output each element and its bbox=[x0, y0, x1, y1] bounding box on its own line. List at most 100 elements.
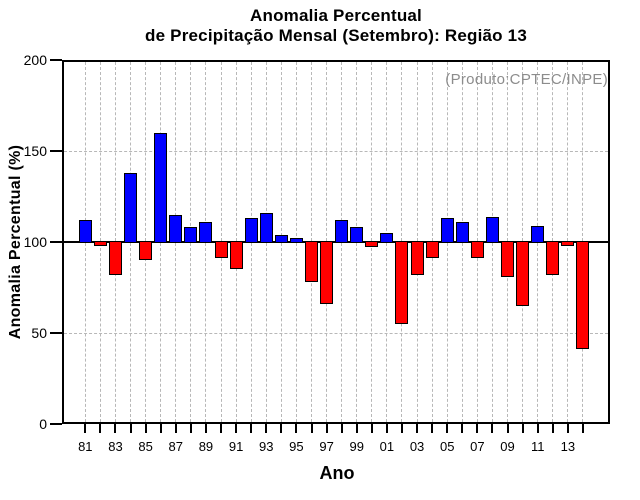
x-tick bbox=[385, 424, 388, 433]
x-tick bbox=[476, 424, 479, 433]
y-tick bbox=[50, 423, 62, 425]
x-tick bbox=[581, 424, 584, 433]
x-tick-label: 95 bbox=[289, 439, 304, 454]
x-tick bbox=[295, 424, 298, 433]
x-tick bbox=[129, 424, 132, 433]
bar-98 bbox=[335, 220, 349, 243]
x-tick bbox=[340, 424, 343, 433]
x-tick-label: 11 bbox=[530, 439, 545, 454]
x-tick-label: 07 bbox=[470, 439, 485, 454]
product-annotation: (Produto:CPTEC/INPE) bbox=[445, 71, 608, 88]
bar-90 bbox=[214, 241, 228, 259]
x-tick-label: 81 bbox=[78, 439, 93, 454]
y-tick-label: 150 bbox=[23, 143, 47, 159]
x-tick bbox=[506, 424, 509, 433]
bar-14 bbox=[576, 241, 590, 350]
bar-08 bbox=[485, 216, 499, 243]
x-tick bbox=[265, 424, 268, 433]
bar-11 bbox=[531, 225, 545, 243]
chart-title-line1: Anomalia Percentual bbox=[250, 6, 422, 25]
h-gridline bbox=[64, 150, 608, 152]
x-tick bbox=[250, 424, 253, 433]
x-tick bbox=[220, 424, 223, 433]
x-tick-label: 91 bbox=[228, 439, 244, 454]
bar-13 bbox=[561, 241, 575, 246]
bar-01 bbox=[380, 232, 394, 243]
bar-09 bbox=[501, 241, 515, 277]
x-tick bbox=[114, 424, 117, 433]
bar-81 bbox=[78, 220, 92, 243]
y-tick-label: 50 bbox=[31, 325, 47, 341]
bar-89 bbox=[199, 221, 213, 243]
bar-03 bbox=[410, 241, 424, 275]
bar-91 bbox=[229, 241, 243, 270]
x-tick-label: 93 bbox=[259, 439, 274, 454]
bar-12 bbox=[546, 241, 560, 275]
x-tick bbox=[189, 424, 192, 433]
x-tick-label: 97 bbox=[319, 439, 334, 454]
x-tick-label: 13 bbox=[560, 439, 576, 454]
y-tick bbox=[50, 241, 62, 243]
x-tick bbox=[235, 424, 238, 433]
y-tick-label: 200 bbox=[23, 52, 47, 68]
bar-94 bbox=[274, 234, 288, 243]
x-tick-label: 05 bbox=[439, 439, 455, 454]
x-tick bbox=[84, 424, 87, 433]
x-tick-label: 85 bbox=[138, 439, 153, 454]
x-tick-label: 83 bbox=[108, 439, 123, 454]
bar-96 bbox=[305, 241, 318, 283]
chart-title-line2: de Precipitação Mensal (Setembro): Regiã… bbox=[145, 26, 527, 45]
x-tick bbox=[431, 424, 434, 433]
x-tick bbox=[416, 424, 419, 433]
x-tick bbox=[174, 424, 177, 433]
x-tick-label: 09 bbox=[500, 439, 515, 454]
x-tick bbox=[446, 424, 449, 433]
x-tick bbox=[280, 424, 283, 433]
bar-92 bbox=[244, 218, 258, 243]
bar-83 bbox=[108, 241, 122, 275]
x-tick bbox=[370, 424, 373, 433]
x-tick bbox=[551, 424, 554, 433]
y-tick bbox=[50, 150, 62, 152]
y-tick-label: 0 bbox=[39, 416, 47, 432]
y-tick-label: 100 bbox=[23, 234, 47, 250]
bar-06 bbox=[455, 221, 469, 243]
x-tick bbox=[521, 424, 524, 433]
bar-82 bbox=[93, 241, 107, 246]
bar-84 bbox=[124, 172, 138, 243]
bar-87 bbox=[169, 214, 183, 243]
x-tick-label: 87 bbox=[168, 439, 183, 454]
x-tick bbox=[204, 424, 207, 433]
x-tick-label: 99 bbox=[349, 439, 364, 454]
bar-93 bbox=[259, 212, 273, 243]
bar-02 bbox=[395, 241, 409, 324]
x-axis-label: Ano bbox=[319, 463, 355, 483]
x-tick bbox=[325, 424, 328, 433]
bar-88 bbox=[184, 227, 198, 243]
x-tick-label: 01 bbox=[379, 439, 395, 454]
bar-97 bbox=[320, 241, 334, 304]
bar-86 bbox=[154, 132, 168, 243]
bar-95 bbox=[289, 238, 303, 243]
bar-05 bbox=[440, 218, 454, 243]
bar-00 bbox=[365, 241, 379, 248]
bar-99 bbox=[350, 227, 364, 243]
h-gridline bbox=[64, 332, 608, 334]
x-tick bbox=[491, 424, 494, 433]
bar-07 bbox=[470, 241, 484, 259]
x-tick bbox=[144, 424, 147, 433]
x-tick bbox=[99, 424, 102, 433]
chart-title: Anomalia Percentual de Precipitação Mens… bbox=[36, 6, 636, 46]
x-tick bbox=[355, 424, 358, 433]
bar-10 bbox=[516, 241, 530, 306]
x-tick-label: 89 bbox=[198, 439, 214, 454]
x-tick bbox=[159, 424, 162, 433]
x-tick bbox=[536, 424, 539, 433]
bar-04 bbox=[425, 241, 439, 259]
x-tick bbox=[461, 424, 464, 433]
x-tick-label: 03 bbox=[409, 439, 425, 454]
y-tick bbox=[50, 59, 62, 61]
bar-85 bbox=[139, 241, 153, 261]
x-tick bbox=[400, 424, 403, 433]
